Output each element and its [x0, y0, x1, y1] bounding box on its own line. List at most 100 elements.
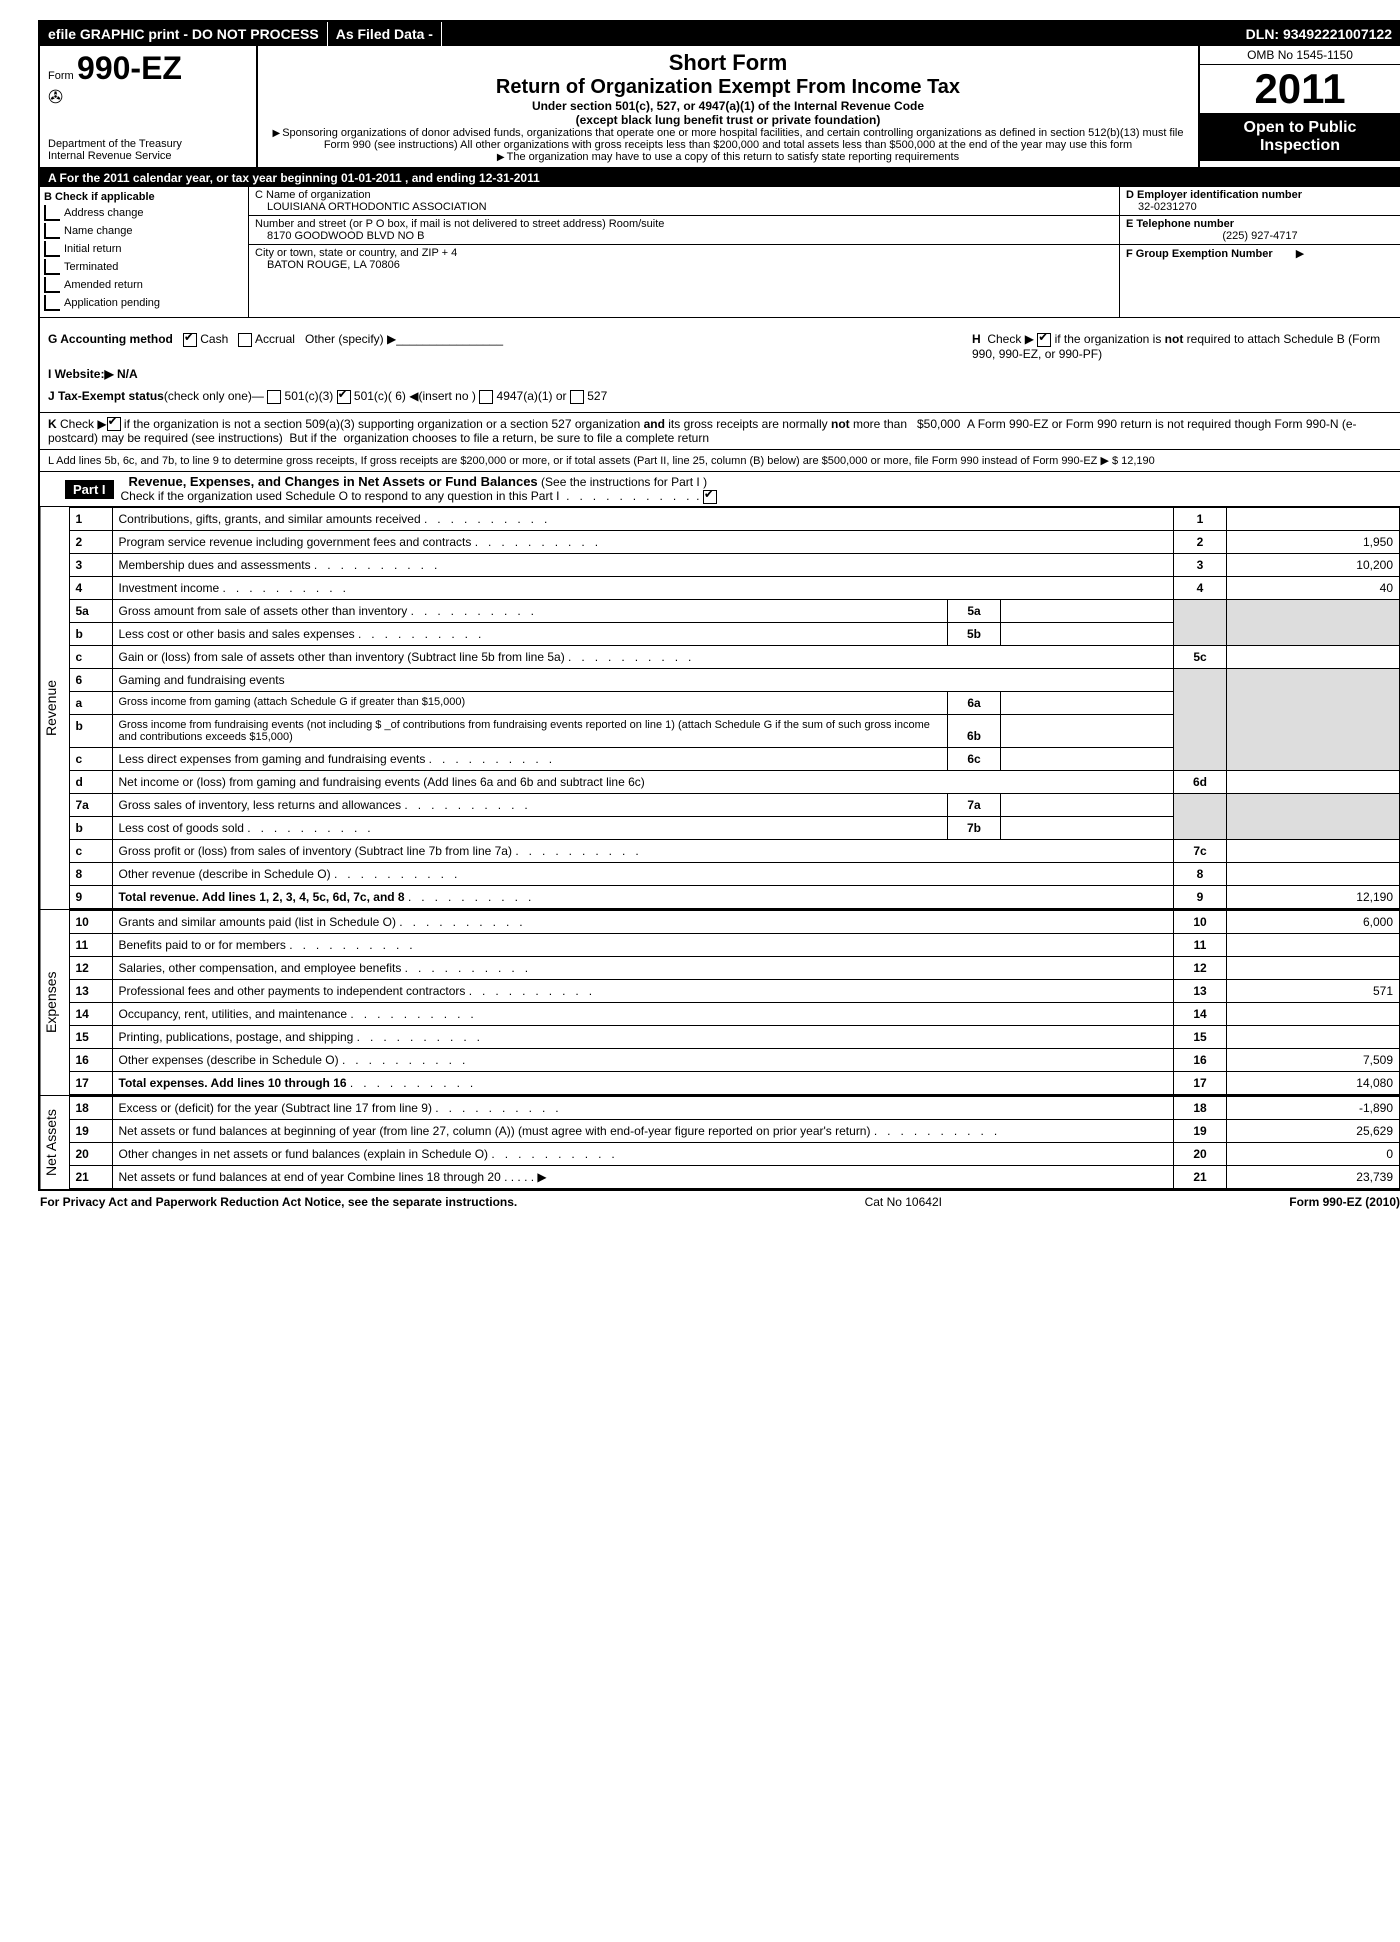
org-name-block: C Name of organization LOUISIANA ORTHODO…	[249, 187, 1119, 216]
fine-2: The organization may have to use a copy …	[262, 151, 1194, 163]
footer: For Privacy Act and Paperwork Reduction …	[32, 1191, 1400, 1213]
title-cell: Short Form Return of Organization Exempt…	[258, 46, 1198, 167]
info-section: B Check if applicable Address change Nam…	[40, 187, 1400, 318]
line-7a: 7aGross sales of inventory, less returns…	[69, 794, 1400, 817]
netassets-table: 18Excess or (deficit) for the year (Subt…	[69, 1096, 1400, 1189]
d-tel: (225) 927-4717	[1126, 230, 1394, 242]
form-id-cell: Form 990-EZ ✇ Department of the Treasury…	[40, 46, 258, 167]
dept-treasury: Department of the Treasury	[48, 138, 248, 150]
chk-4947[interactable]	[479, 390, 493, 404]
dept-irs: Internal Revenue Service	[48, 150, 248, 162]
line-6: 6Gaming and fundraising events	[69, 669, 1400, 692]
chk-address[interactable]: Address change	[44, 205, 244, 221]
chk-name[interactable]: Name change	[44, 223, 244, 239]
chk-pending[interactable]: Application pending	[44, 295, 244, 311]
expenses-label: Expenses	[40, 910, 69, 1095]
line-4: 4Investment income440	[69, 577, 1400, 600]
part1-label: Part I	[64, 479, 115, 500]
line-7c: cGross profit or (loss) from sales of in…	[69, 840, 1400, 863]
revenue-section: Revenue 1Contributions, gifts, grants, a…	[40, 507, 1400, 909]
tax-year: 2011	[1200, 65, 1400, 113]
open-inspection: Open to Public Inspection	[1200, 113, 1400, 161]
chk-501c[interactable]: ✔	[337, 390, 351, 404]
org-street-block: Number and street (or P O box, if mail i…	[249, 216, 1119, 245]
g-row: G Accounting method ✔ Cash Accrual Other…	[40, 318, 964, 412]
line-12: 12Salaries, other compensation, and empl…	[69, 957, 1400, 980]
gh-row: G Accounting method ✔ Cash Accrual Other…	[40, 318, 1400, 413]
col-c: C Name of organization LOUISIANA ORTHODO…	[249, 187, 1119, 317]
c-city: BATON ROUGE, LA 70806	[255, 259, 1113, 271]
line-13: 13Professional fees and other payments t…	[69, 980, 1400, 1003]
c-city-label: City or town, state or country, and ZIP …	[255, 247, 1113, 259]
line-19: 19Net assets or fund balances at beginni…	[69, 1120, 1400, 1143]
line-6a: aGross income from gaming (attach Schedu…	[69, 692, 1400, 715]
efile-label: efile GRAPHIC print - DO NOT PROCESS	[40, 22, 328, 46]
chk-terminated[interactable]: Terminated	[44, 259, 244, 275]
line-18: 18Excess or (deficit) for the year (Subt…	[69, 1097, 1400, 1120]
footer-mid: Cat No 10642I	[865, 1195, 942, 1209]
c-street-label: Number and street (or P O box, if mail i…	[255, 218, 1113, 230]
header-row: Form 990-EZ ✇ Department of the Treasury…	[40, 46, 1400, 169]
j-row: J Tax-Exempt status(check only one)— 501…	[48, 385, 956, 408]
chk-h[interactable]: ✔	[1037, 333, 1051, 347]
tel-block: E Telephone number (225) 927-4717	[1120, 216, 1400, 245]
form-number: 990-EZ	[77, 50, 182, 86]
line-10: 10Grants and similar amounts paid (list …	[69, 911, 1400, 934]
b-title: B Check if applicable	[44, 191, 244, 203]
line-6b: bGross income from fundraising events (n…	[69, 715, 1400, 748]
d-grp-arrow: ▶	[1296, 248, 1304, 260]
line-2: 2Program service revenue including gover…	[69, 531, 1400, 554]
d-tel-label: E Telephone number	[1126, 218, 1394, 230]
chk-527[interactable]	[570, 390, 584, 404]
dln-label: DLN: 93492221007122	[1238, 22, 1400, 46]
line-17: 17Total expenses. Add lines 10 through 1…	[69, 1072, 1400, 1095]
subtitle-2: (except black lung benefit trust or priv…	[262, 113, 1194, 127]
k-row: K Check ▶✔ if the organization is not a …	[40, 413, 1400, 451]
col-b: B Check if applicable Address change Nam…	[40, 187, 249, 317]
netassets-label: Net Assets	[40, 1096, 69, 1189]
col-d: D Employer identification number 32-0231…	[1119, 187, 1400, 317]
tax-year-row: A For the 2011 calendar year, or tax yea…	[40, 169, 1400, 187]
expenses-section: Expenses 10Grants and similar amounts pa…	[40, 909, 1400, 1095]
asfiled-label: As Filed Data -	[328, 22, 442, 46]
subtitle-1: Under section 501(c), 527, or 4947(a)(1)…	[262, 99, 1194, 113]
chk-accrual[interactable]	[238, 333, 252, 347]
chk-cash[interactable]: ✔	[183, 333, 197, 347]
l-row: L Add lines 5b, 6c, and 7b, to line 9 to…	[40, 450, 1400, 472]
c-name-label: C Name of organization	[255, 189, 1113, 201]
h-row: H Check ▶ ✔ if the organization is not r…	[964, 318, 1400, 412]
line-20: 20Other changes in net assets or fund ba…	[69, 1143, 1400, 1166]
line-21: 21Net assets or fund balances at end of …	[69, 1166, 1400, 1189]
chk-part1[interactable]: ✔	[703, 490, 717, 504]
line-1: 1Contributions, gifts, grants, and simil…	[69, 508, 1400, 531]
line-16: 16Other expenses (describe in Schedule O…	[69, 1049, 1400, 1072]
expenses-table: 10Grants and similar amounts paid (list …	[69, 910, 1400, 1095]
footer-left: For Privacy Act and Paperwork Reduction …	[40, 1195, 517, 1209]
part1-title: Revenue, Expenses, and Changes in Net As…	[129, 474, 538, 489]
year-cell: OMB No 1545-1150 2011 Open to Public Ins…	[1198, 46, 1400, 167]
revenue-label: Revenue	[40, 507, 69, 909]
part1-sub: (See the instructions for Part I )	[541, 475, 707, 489]
return-title: Return of Organization Exempt From Incom…	[262, 76, 1194, 99]
chk-amended[interactable]: Amended return	[44, 277, 244, 293]
chk-501c3[interactable]	[267, 390, 281, 404]
netassets-section: Net Assets 18Excess or (deficit) for the…	[40, 1095, 1400, 1189]
line-5a: 5aGross amount from sale of assets other…	[69, 600, 1400, 623]
line-6d: dNet income or (loss) from gaming and fu…	[69, 771, 1400, 794]
chk-k[interactable]: ✔	[107, 417, 121, 431]
line-5c: cGain or (loss) from sale of assets othe…	[69, 646, 1400, 669]
line-15: 15Printing, publications, postage, and s…	[69, 1026, 1400, 1049]
line-9: 9Total revenue. Add lines 1, 2, 3, 4, 5c…	[69, 886, 1400, 909]
line-7b: bLess cost of goods sold7b	[69, 817, 1400, 840]
d-ein: 32-0231270	[1126, 201, 1394, 213]
line-14: 14Occupancy, rent, utilities, and mainte…	[69, 1003, 1400, 1026]
org-city-block: City or town, state or country, and ZIP …	[249, 245, 1119, 273]
chk-initial[interactable]: Initial return	[44, 241, 244, 257]
line-6c: cLess direct expenses from gaming and fu…	[69, 748, 1400, 771]
footer-right: Form 990-EZ (2010)	[1289, 1195, 1400, 1209]
top-bar: efile GRAPHIC print - DO NOT PROCESS As …	[40, 22, 1400, 46]
omb-number: OMB No 1545-1150	[1200, 46, 1400, 65]
i-row: I Website:▶ N/A	[48, 363, 956, 385]
c-street: 8170 GOODWOOD BLVD NO B	[255, 230, 1113, 242]
c-name: LOUISIANA ORTHODONTIC ASSOCIATION	[255, 201, 1113, 213]
